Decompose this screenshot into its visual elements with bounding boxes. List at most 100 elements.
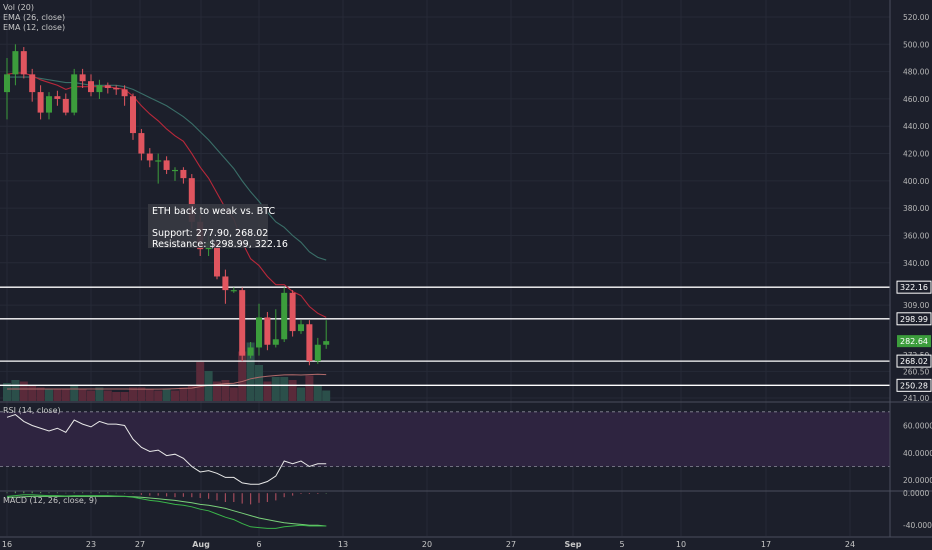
macd-histogram-bar: [308, 493, 310, 494]
candle-body: [104, 85, 111, 89]
candle: [222, 269, 229, 304]
macd-histogram-bar: [40, 492, 42, 494]
macd-pane: [6, 491, 327, 529]
rsi-overbought-oversold-band: [0, 411, 890, 467]
y-tick-label: 241.00: [903, 394, 929, 403]
y-tick-label: 309.00: [903, 301, 929, 310]
candle: [96, 79, 103, 99]
candle-body: [54, 96, 61, 99]
candle: [113, 85, 120, 95]
x-axis: 16 23 27 Aug 6 13 20 27 Sep 5 10 17 24: [2, 540, 855, 549]
volume-bar: [3, 383, 11, 401]
y-tick-label: 298.99: [900, 315, 928, 324]
macd-histogram-bar: [73, 492, 75, 494]
volume-bar: [280, 377, 289, 401]
macd-histogram-bar: [241, 493, 243, 504]
macd-histogram-bar: [107, 492, 109, 494]
candle: [121, 85, 128, 106]
macd-histogram-bar: [31, 491, 33, 494]
ema-lines: [6, 72, 327, 318]
candle-body: [214, 242, 220, 277]
candle: [4, 57, 10, 120]
y-tick-label: 480.00: [903, 68, 929, 77]
candle-body: [37, 92, 44, 113]
macd-histogram-bar: [208, 493, 210, 499]
volume-bar: [70, 384, 79, 401]
candle-body: [306, 324, 313, 362]
volume-bar: [322, 390, 331, 401]
volume-bar: [11, 380, 20, 401]
annotation-title: ETH back to weak vs. BTC: [152, 206, 276, 217]
price-tag-box: [896, 354, 932, 368]
macd-histogram-bar: [6, 492, 8, 494]
macd-histogram-bar: [56, 492, 58, 494]
price-tag-box: [896, 378, 932, 392]
macd-histogram-bar: [275, 493, 277, 501]
macd-histogram-bar: [224, 493, 226, 502]
candle: [272, 309, 279, 348]
candle: [88, 74, 94, 97]
y-tick-label: 268.02: [900, 357, 928, 366]
candle: [230, 287, 237, 293]
volume-bar: [95, 387, 104, 401]
candle: [54, 90, 61, 106]
candle-body: [88, 81, 94, 93]
macd-histogram-bar: [216, 493, 218, 501]
candle-body: [222, 276, 229, 291]
volume-bar: [129, 387, 137, 401]
candle: [37, 85, 44, 120]
macd-histogram-bar: [90, 492, 92, 494]
rsi-line: [6, 414, 327, 485]
x-tick-label: 24: [845, 540, 855, 549]
y-axis: 520.00 500.00 480.00 460.00 440.00 420.00 400.…: [896, 13, 932, 530]
annotation-support: Support: 277.90, 268.02: [152, 228, 269, 239]
y-tick-label: 282.64: [900, 337, 928, 346]
macd-histogram-bar: [149, 493, 151, 496]
candle: [323, 320, 330, 349]
macd-histogram-bar: [317, 493, 319, 494]
macd-histogram-bar: [132, 493, 134, 494]
macd-histogram-bar: [14, 491, 16, 494]
macd-y-tick-label: 0.0000: [903, 489, 929, 498]
candle: [71, 68, 78, 116]
volume-bar: [213, 381, 221, 401]
x-tick-label: 17: [761, 540, 771, 549]
candle: [138, 128, 145, 161]
candle-body: [298, 324, 304, 332]
candle: [104, 82, 111, 94]
candle: [289, 290, 296, 337]
legend-vol: Vol (20): [3, 3, 34, 12]
volume-bar: [103, 390, 112, 401]
rsi-band: [0, 411, 890, 467]
candle: [172, 167, 178, 181]
macd-histogram-bar: [325, 493, 327, 494]
price-tag-box: [896, 312, 932, 326]
volume-bar: [297, 387, 305, 401]
volume-bar: [87, 390, 95, 401]
volume-bar: [255, 365, 263, 401]
candle: [247, 342, 254, 359]
macd-line: [6, 494, 327, 529]
annotation-resistance: Resistance: $298.99, 322.16: [152, 239, 288, 250]
volume-bar: [120, 392, 129, 401]
candle-body: [155, 160, 162, 162]
candle-body: [289, 292, 296, 332]
x-tick-label: 23: [86, 540, 96, 549]
volume-bar: [53, 389, 62, 401]
macd-histogram-bar: [258, 493, 260, 503]
annotation-box[interactable]: ETH back to weak vs. BTC Support: 277.90…: [148, 204, 288, 250]
volume-bar: [271, 377, 280, 401]
volume-bar: [313, 386, 322, 401]
x-tick-label: 27: [506, 540, 516, 549]
rsi-y-tick-label: 60.0000: [903, 422, 932, 431]
y-tick-label: 500.00: [903, 40, 929, 49]
x-tick-label: 10: [676, 540, 686, 549]
candle-body: [323, 341, 330, 345]
y-tick-label: 520.00: [903, 13, 929, 22]
macd-histogram-bar: [23, 491, 25, 494]
y-tick-label: 380.00: [903, 204, 929, 213]
candle-body: [113, 88, 120, 90]
candle: [281, 287, 288, 343]
candle-body: [264, 317, 271, 345]
volume-bar: [171, 390, 179, 401]
